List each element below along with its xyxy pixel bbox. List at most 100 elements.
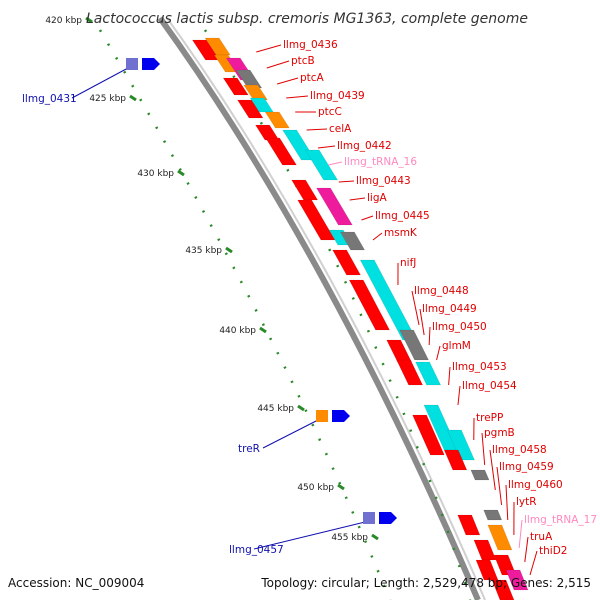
label-connector [338, 180, 355, 183]
gene-block [237, 99, 264, 119]
label-connector [286, 95, 309, 99]
gene-block [235, 69, 263, 89]
label-connector [489, 449, 496, 491]
gene-label[interactable]: llmg_0453 [452, 361, 507, 373]
gene-label[interactable]: ptcA [300, 72, 325, 84]
gene-block [470, 469, 490, 481]
gene-label[interactable]: llmg_0459 [499, 461, 554, 473]
label-connector [518, 519, 523, 549]
tick-label: 420 kbp [45, 16, 82, 26]
gene-label[interactable]: llmg_0439 [310, 90, 365, 102]
gene-label[interactable]: ptcB [291, 55, 315, 67]
tick-mark [337, 483, 345, 491]
tick-label: 455 kbp [331, 533, 368, 543]
label-connector [436, 345, 441, 361]
genome-backbone-inner [166, 17, 486, 600]
gene-label[interactable]: ligA [367, 192, 387, 204]
tick-mark [177, 169, 185, 177]
label-connector [524, 536, 529, 563]
left-gene-labels: llmg_0431 treR llmg_0457 [22, 58, 397, 556]
gene-label[interactable]: trePP [476, 412, 503, 424]
gene-label[interactable]: llmg_0460 [508, 479, 563, 491]
tick-label: 425 kbp [89, 94, 126, 104]
gene-block [457, 514, 481, 536]
label-connector [256, 44, 282, 53]
topology-text: Topology: circular; Length: 2,529,478 bp… [260, 576, 591, 590]
gene-block [505, 569, 529, 591]
gene-labels: llmg_0436 ptcB ptcA llmg_0439 ptcC celA llmg_0… [283, 39, 597, 557]
label-connector [372, 232, 383, 241]
gene-label[interactable]: llmg_0458 [492, 444, 547, 456]
gene-block [339, 231, 366, 251]
label-connector [411, 290, 420, 326]
gene-block [204, 37, 231, 56]
gene-label[interactable]: llmg_0450 [432, 321, 487, 333]
gene-label[interactable]: llmg_0445 [375, 210, 430, 222]
gene-block [386, 339, 412, 363]
gene-label[interactable]: truA [530, 531, 553, 543]
gene-block [483, 509, 503, 521]
gene-block [487, 524, 513, 551]
tick-marks: 420 kbp 425 kbp 430 kbp 435 kbp 440 kbp 445 k… [45, 16, 379, 543]
gene-block [348, 279, 391, 331]
gene-label[interactable]: llmg_tRNA_16 [344, 156, 417, 168]
gene-tracks [191, 37, 529, 600]
gene-block [332, 249, 361, 276]
gene-block [363, 512, 375, 524]
label-connector [496, 466, 503, 506]
label-connector [529, 550, 538, 576]
gene-label[interactable]: llmg_0436 [283, 39, 338, 51]
tick-label: 445 kbp [257, 404, 294, 414]
gene-label[interactable]: llmg_0449 [422, 303, 477, 315]
label-connector [361, 215, 374, 221]
gene-label[interactable]: llmg_tRNA_17 [524, 514, 597, 526]
tick-label: 435 kbp [185, 246, 222, 256]
label-connector [317, 145, 336, 149]
gene-label[interactable]: ptcC [318, 106, 342, 118]
tick-mark [85, 16, 93, 24]
gene-block [222, 77, 249, 96]
label-connector [419, 308, 425, 336]
gene-label[interactable]: celA [329, 123, 352, 135]
gene-block [399, 329, 429, 361]
gene-label[interactable]: llmg_0431 [22, 93, 77, 105]
gene-block [291, 179, 319, 201]
gene-label[interactable]: llmg_0454 [462, 380, 517, 392]
gene-label[interactable]: llmg_0443 [356, 175, 411, 187]
tick-mark [297, 404, 305, 412]
gene-label[interactable]: thiD2 [539, 545, 567, 557]
label-connector [266, 60, 290, 69]
map-title: Lactococcus lactis subsp. cremoris MG136… [86, 11, 528, 27]
gene-label[interactable]: nifJ [400, 257, 416, 269]
gene-label[interactable]: glmM [442, 340, 471, 352]
label-connector [71, 67, 129, 99]
tick-label: 430 kbp [137, 169, 174, 179]
gene-block [264, 111, 290, 129]
label-connector [253, 521, 366, 550]
gene-label[interactable]: lytR [516, 496, 537, 508]
gene-label[interactable]: msmK [384, 227, 418, 239]
gene-block [316, 410, 328, 422]
gene-block [491, 579, 515, 600]
tick-mark [371, 533, 379, 541]
gene-block [443, 449, 468, 471]
gene-block [396, 359, 424, 386]
tick-label: 440 kbp [219, 326, 256, 336]
gene-label[interactable]: llmg_0448 [414, 285, 469, 297]
label-connector [328, 161, 343, 166]
tick-label: 450 kbp [297, 483, 334, 493]
label-connector [277, 77, 299, 85]
gene-block [126, 58, 138, 70]
tick-mark [259, 326, 267, 334]
gene-label[interactable]: llmg_0442 [337, 140, 392, 152]
label-connector [262, 419, 319, 449]
genome-backbone [157, 16, 481, 600]
label-connector [428, 326, 431, 346]
label-connector [457, 385, 461, 406]
gene-label[interactable]: pgmB [484, 427, 515, 439]
gene-label[interactable]: treR [238, 443, 260, 455]
gene-label[interactable]: llmg_0457 [229, 544, 284, 556]
gene-block [304, 149, 339, 181]
gene-arrow [379, 512, 397, 524]
